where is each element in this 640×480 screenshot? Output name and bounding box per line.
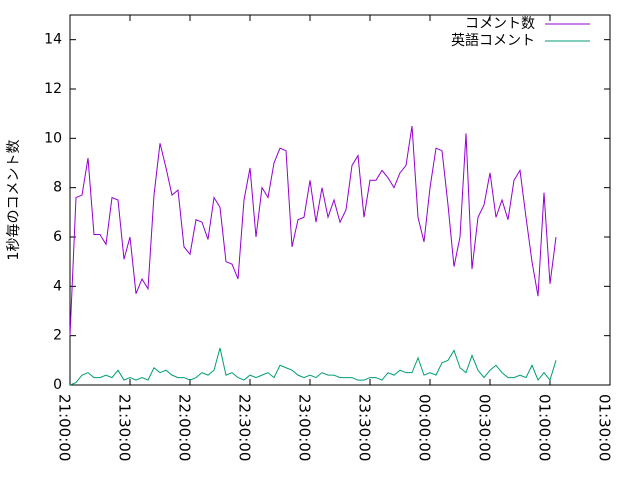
x-tick-label: 23:00:00 [296, 394, 314, 461]
x-tick-label: 01:00:00 [536, 394, 554, 461]
y-tick-label: 14 [44, 32, 62, 48]
y-tick-label: 2 [53, 328, 62, 344]
y-tick-label: 6 [53, 229, 62, 245]
series-line [69, 347, 557, 386]
x-tick-label: 22:00:00 [176, 394, 194, 461]
legend-label: 英語コメント [451, 32, 535, 49]
x-tick-label: 22:30:00 [236, 394, 254, 461]
y-tick-label: 4 [53, 278, 62, 294]
x-tick-label: 21:00:00 [56, 394, 74, 461]
y-axis-label: 1秒毎のコメント数 [6, 140, 22, 261]
x-tick-label: 01:30:00 [596, 394, 614, 461]
x-tick-label: 23:30:00 [356, 394, 374, 461]
y-tick-label: 8 [53, 180, 62, 196]
legend-label: コメント数 [465, 16, 535, 32]
x-tick-label: 21:30:00 [116, 394, 134, 461]
y-tick-label: 12 [44, 81, 62, 97]
y-tick-label: 0 [53, 377, 62, 393]
series-line [69, 125, 557, 336]
x-tick-label: 00:00:00 [416, 394, 434, 461]
x-tick-label: 00:30:00 [476, 394, 494, 461]
y-tick-label: 10 [44, 130, 62, 146]
plot-border [69, 14, 611, 386]
